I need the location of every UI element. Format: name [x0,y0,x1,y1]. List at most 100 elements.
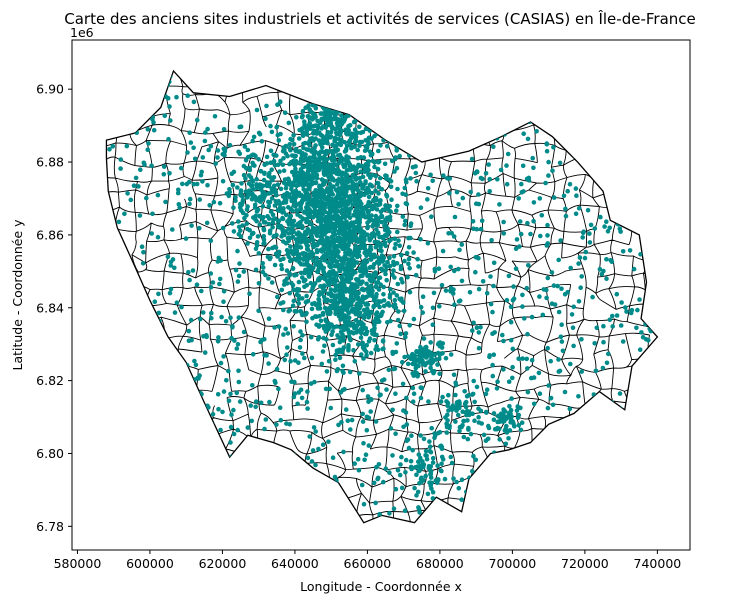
casias-site-point [394,341,400,346]
casias-site-point [269,280,275,285]
casias-site-point [659,140,664,145]
casias-site-point [381,292,386,297]
casias-site-point [514,408,520,413]
casias-site-point [340,289,346,295]
casias-site-point [418,455,423,461]
casias-site-point [276,138,282,143]
casias-site-point [437,371,442,377]
casias-site-point [452,268,457,274]
casias-site-point [345,131,350,136]
casias-site-point [358,169,364,174]
casias-site-point [131,102,137,107]
casias-site-point [444,430,450,435]
casias-site-point [338,244,344,249]
casias-site-point [495,379,500,385]
casias-site-point [607,407,613,412]
casias-site-point [325,279,331,284]
casias-site-point [353,177,359,182]
casias-site-point [172,310,178,315]
casias-site-point [131,481,137,486]
casias-site-point [446,408,451,413]
casias-site-point [563,206,568,212]
casias-site-point [274,153,279,158]
casias-site-point [215,148,221,153]
casias-site-point [237,399,243,404]
casias-site-point [110,357,116,363]
casias-site-point [390,453,395,458]
casias-site-point [122,103,127,108]
casias-site-point [585,207,591,213]
casias-site-point [358,335,364,340]
casias-site-point [424,355,429,360]
casias-site-point [353,294,359,300]
casias-site-point [331,155,336,160]
casias-site-point [445,513,451,519]
casias-site-point [632,367,638,373]
casias-site-point [317,305,322,311]
casias-site-point [338,219,344,224]
casias-site-point [356,467,362,473]
casias-site-point [362,250,367,256]
casias-site-point [250,193,255,199]
casias-site-point [200,179,205,184]
casias-site-point [279,287,285,293]
casias-site-point [490,309,495,315]
casias-site-point [473,71,478,76]
casias-site-point [406,245,412,250]
casias-site-point [390,349,395,355]
casias-site-point [110,292,115,297]
casias-site-point [324,369,330,374]
casias-site-point [384,75,389,80]
casias-site-point [244,465,250,471]
casias-site-point [280,215,285,221]
casias-site-point [449,460,455,466]
casias-site-point [281,156,286,161]
casias-site-point [251,187,256,192]
casias-site-point [436,113,442,118]
casias-site-point [600,414,606,420]
casias-site-point [363,452,369,458]
casias-site-point [604,188,610,194]
casias-site-point [241,443,246,449]
casias-site-point [298,161,303,166]
casias-site-point [445,412,450,418]
casias-site-point [522,316,527,321]
casias-site-point [124,342,129,348]
casias-site-point [423,369,428,374]
casias-site-point [305,455,311,461]
casias-site-point [358,273,364,279]
y-tick-label: 6.78 [36,519,64,534]
casias-site-point [256,251,262,256]
casias-site-point [191,99,197,105]
casias-site-point [301,278,307,284]
casias-site-point [333,357,338,363]
casias-site-point [405,274,410,280]
casias-site-point [455,403,461,409]
casias-site-point [118,157,124,162]
casias-site-point [558,484,564,489]
casias-site-point [304,236,309,242]
casias-site-point [470,468,475,474]
casias-site-point [368,235,374,241]
casias-site-point [614,490,620,496]
casias-site-point [258,169,264,174]
casias-site-point [556,257,561,263]
casias-site-point [330,510,336,516]
casias-site-point [593,409,599,414]
casias-site-point [365,311,370,317]
casias-site-point [278,205,283,211]
casias-site-point [168,263,173,268]
casias-site-point [513,246,519,251]
casias-site-point [407,289,413,295]
casias-site-point [413,170,419,176]
casias-site-point [135,355,140,360]
casias-site-point [375,222,381,228]
casias-site-point [348,206,354,211]
casias-site-point [379,256,385,262]
casias-site-point [432,435,437,441]
casias-site-point [587,240,593,245]
y-tick-label: 6.90 [36,82,64,97]
casias-site-point [235,279,241,284]
casias-site-point [167,171,172,176]
casias-site-point [339,181,345,186]
